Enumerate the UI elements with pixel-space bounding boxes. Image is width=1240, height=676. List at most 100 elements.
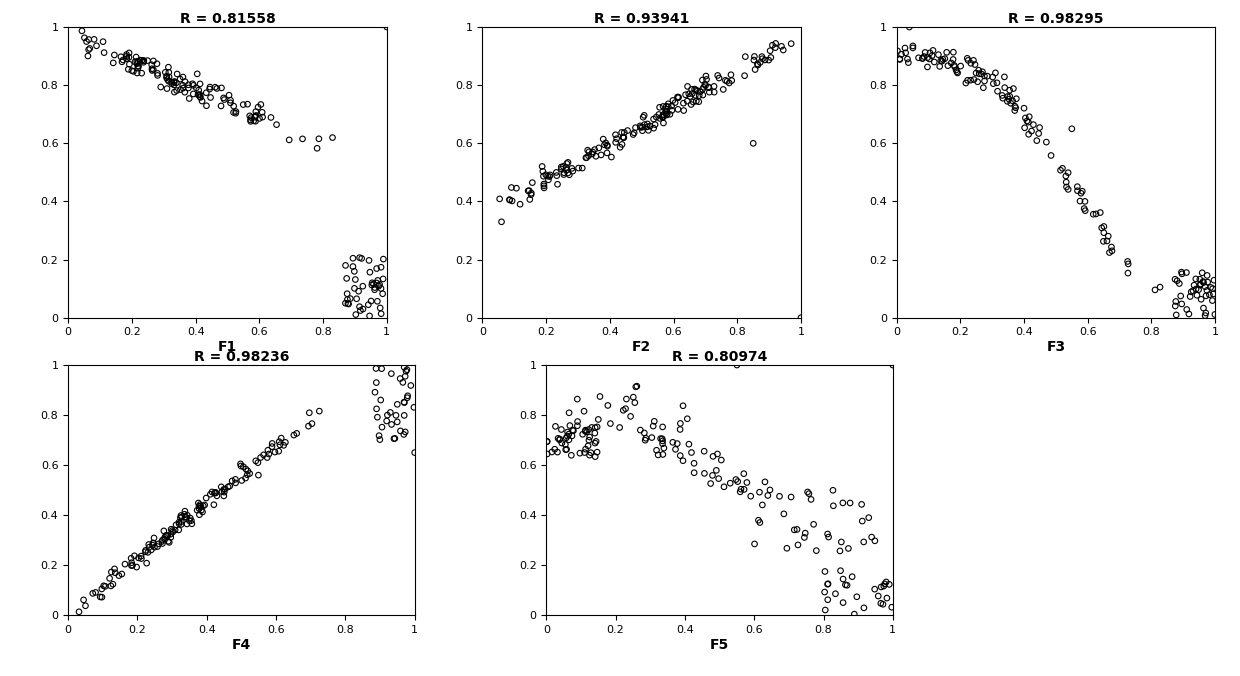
Point [536,170,556,180]
Point [575,443,595,454]
Point [573,429,593,439]
Point [713,84,733,95]
Point [703,451,723,462]
Point [134,57,154,68]
Point [973,82,993,93]
Point [1172,267,1192,278]
Point [957,53,977,64]
X-axis label: F1: F1 [218,340,237,354]
Point [322,132,342,143]
Point [578,440,598,451]
Point [854,602,874,613]
Point [1006,102,1025,113]
Point [657,109,677,120]
Point [148,68,167,79]
Point [658,101,678,112]
Point [165,525,185,535]
Point [124,550,144,561]
Point [681,99,701,110]
Point [598,400,618,411]
Point [149,538,169,549]
Point [1198,270,1218,281]
Point [128,63,148,74]
Point [270,439,290,450]
Point [94,47,114,58]
Point [651,433,671,444]
Point [246,456,265,466]
Point [537,436,557,447]
Point [844,609,864,620]
Point [781,39,801,49]
Point [153,538,172,549]
Point [353,281,373,291]
Point [649,109,668,120]
Point [122,560,141,571]
Point [293,133,312,144]
Point [686,90,706,101]
Point [193,500,213,511]
Point [155,67,175,78]
Point [959,55,978,66]
Point [708,449,728,460]
Point [246,106,265,117]
Point [610,142,630,153]
Point [134,55,154,66]
Point [537,436,557,447]
Point [279,135,299,145]
Point [728,476,748,487]
Point [387,416,407,427]
Point [868,591,888,602]
Point [611,127,631,138]
Point [918,62,937,72]
Point [122,557,141,568]
Point [91,592,110,602]
Point [709,473,729,484]
Point [384,433,404,444]
Point [1195,308,1215,318]
Point [569,163,589,174]
Point [755,477,775,487]
Point [1056,176,1076,187]
Point [644,420,663,431]
Point [1090,207,1110,218]
Point [336,298,356,309]
Point [634,112,653,122]
Point [745,539,765,550]
Point [547,167,567,178]
Point [161,532,181,543]
Point [206,487,226,498]
Point [644,123,663,134]
Point [589,143,609,153]
Point [601,151,621,162]
Point [580,432,600,443]
Point [144,533,164,544]
Point [589,414,609,425]
Point [231,460,250,471]
Point [200,84,219,95]
Point [310,406,330,416]
Point [191,501,211,512]
Point [1169,278,1189,289]
Point [579,450,599,460]
Point [714,481,734,492]
Point [759,55,779,66]
Point [128,68,148,78]
Point [262,441,281,452]
Point [947,68,967,78]
Point [241,114,260,125]
Point [1101,241,1121,252]
Point [615,404,635,414]
Point [556,439,575,450]
Point [195,500,215,510]
Point [704,87,724,97]
Point [377,416,397,427]
Point [699,87,719,97]
Point [961,58,981,69]
X-axis label: F3: F3 [1047,340,1065,354]
Point [212,486,232,497]
Point [340,293,360,304]
Point [1189,285,1209,295]
Point [653,111,673,122]
Point [852,499,872,510]
Point [522,177,542,188]
